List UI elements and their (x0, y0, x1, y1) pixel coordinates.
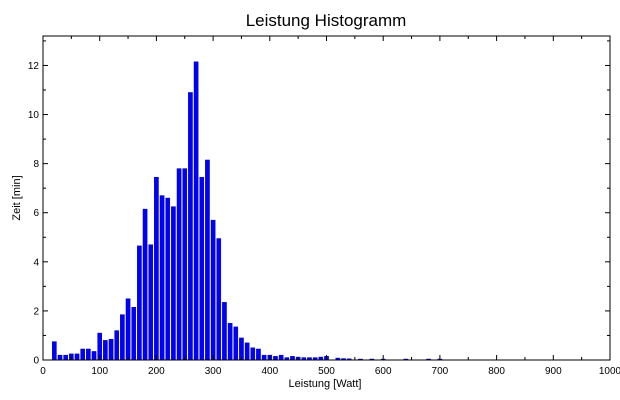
x-tick-label: 300 (205, 366, 222, 377)
histogram-bar (120, 314, 125, 361)
x-tick-label: 1000 (599, 366, 620, 377)
y-tick-label: 6 (33, 208, 39, 219)
y-tick-label: 8 (33, 159, 39, 170)
histogram-bar (290, 356, 295, 361)
histogram-bar (216, 238, 222, 361)
histogram-bar (103, 340, 108, 361)
histogram-bar (91, 351, 97, 361)
histogram-bar (233, 326, 239, 361)
axis-ticks (42, 36, 611, 361)
histogram-bar (52, 341, 57, 361)
histogram-bar (222, 302, 227, 361)
x-tick-label: 900 (545, 366, 562, 377)
x-tick-label: 500 (318, 366, 335, 377)
y-tick-label: 10 (28, 110, 40, 121)
y-axis-label: Zeit [min] (11, 175, 23, 220)
histogram-bar (273, 356, 278, 361)
y-tick-label: 2 (33, 306, 39, 317)
histogram-bar (193, 61, 199, 361)
histogram-bar (239, 337, 244, 361)
x-tick-label: 800 (488, 366, 505, 377)
histogram-bar (165, 197, 171, 361)
x-tick-label: 700 (432, 366, 449, 377)
histogram-bar (74, 353, 80, 361)
histogram-bar (199, 176, 205, 361)
histogram-bar (108, 338, 114, 361)
histogram-bar (159, 195, 165, 361)
x-tick-label: 600 (375, 366, 392, 377)
histogram-bar (125, 298, 131, 361)
histogram-bar (142, 208, 148, 361)
histogram-bar (205, 159, 210, 361)
histogram-bar (171, 206, 176, 361)
histogram-bar (131, 307, 137, 361)
histogram-bar (176, 168, 182, 361)
histogram-bar (261, 354, 267, 361)
histogram-bar (227, 322, 233, 361)
x-axis-label: Leistung [Watt] (289, 378, 362, 390)
histogram-bar (57, 354, 63, 361)
histogram-bar (188, 92, 193, 361)
x-tick-label: 400 (261, 366, 278, 377)
y-tick-label: 12 (28, 61, 40, 72)
x-tick-label: 100 (91, 366, 108, 377)
histogram-bar (63, 354, 68, 361)
y-tick-label: 4 (33, 257, 39, 268)
histogram-bar (256, 348, 261, 361)
x-tick-label: 0 (40, 366, 46, 377)
histogram-bar (114, 330, 120, 361)
histogram-bar (250, 347, 256, 361)
y-tick-label: 0 (33, 356, 39, 367)
x-tick-labels: 0 100 200 300 400 500 600 700 800 900 1000 (40, 366, 620, 377)
histogram-bar (137, 245, 142, 361)
bars-group (52, 61, 443, 361)
histogram-bar (86, 348, 91, 361)
histogram-bar (80, 348, 85, 361)
histogram-bar (182, 168, 188, 361)
chart-title: Leistung Histogramm (246, 11, 407, 30)
histogram-bar (210, 219, 216, 361)
y-tick-labels: 0 2 4 6 8 10 12 (28, 61, 40, 367)
histogram-bar (278, 354, 284, 361)
histogram-bar (148, 244, 154, 361)
x-tick-label: 200 (148, 366, 165, 377)
histogram-bar (154, 176, 159, 361)
histogram-bar (244, 342, 250, 361)
